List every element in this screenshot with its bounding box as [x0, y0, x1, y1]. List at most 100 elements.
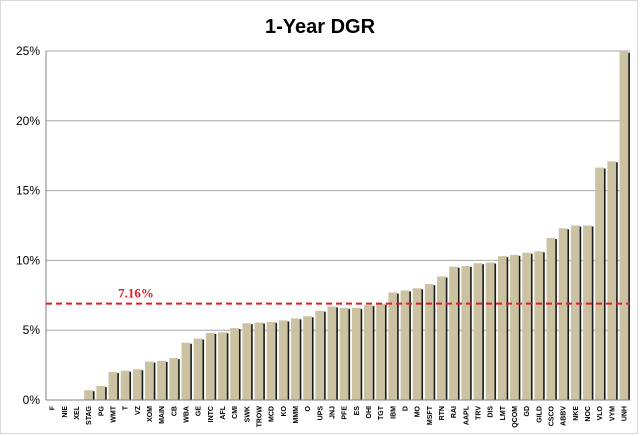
x-tick-label: CSCO: [548, 405, 555, 426]
bar: [96, 386, 107, 400]
bar: [364, 305, 375, 400]
x-tick-label: CB: [171, 406, 178, 416]
bar: [461, 265, 472, 400]
x-tick-label: PFE: [342, 406, 349, 420]
bar: [291, 318, 302, 400]
bar: [145, 361, 156, 400]
bar-fill: [339, 307, 349, 400]
bar-fill: [169, 358, 179, 400]
bar-fill: [485, 262, 495, 400]
x-tick-label: WBA: [183, 406, 190, 423]
bar-fill: [583, 225, 592, 400]
bar: [278, 320, 290, 400]
x-tick-label: TGT: [378, 405, 385, 420]
x-tick-label: VZ: [135, 405, 142, 415]
y-tick-label: 20%: [16, 114, 40, 128]
x-tick-label: INTC: [208, 406, 215, 422]
bar: [619, 51, 630, 400]
bar: [218, 332, 229, 400]
x-tick-label: MAIN: [159, 406, 166, 424]
x-tick-label: MMM: [293, 406, 300, 424]
bar-fill: [461, 265, 471, 400]
bar: [351, 307, 363, 400]
x-tick-label: XEL: [74, 405, 81, 419]
bar-fill: [145, 361, 154, 400]
bar: [437, 276, 448, 400]
bar: [266, 321, 278, 400]
x-tick-label: NIE: [62, 406, 69, 418]
bar: [303, 316, 314, 400]
x-tick-label: GE: [196, 406, 203, 416]
bar-fill: [230, 328, 239, 400]
x-tick-label: STAG: [86, 405, 93, 424]
x-tick-label: JNJ: [329, 406, 336, 419]
bars: [84, 51, 630, 400]
y-tick-label: 25%: [16, 44, 40, 58]
gridlines: [46, 50, 630, 331]
bar-fill: [218, 332, 227, 400]
x-tick-label: GILD: [536, 406, 543, 423]
bar-fill: [424, 284, 434, 400]
y-tick-label: 10%: [16, 253, 40, 267]
x-tick-label: F: [50, 405, 57, 410]
x-tick-label: IBM: [390, 406, 397, 419]
bar: [169, 358, 180, 400]
bar: [412, 288, 424, 400]
bar-fill: [108, 372, 118, 400]
bar-fill: [205, 332, 215, 400]
bar-fill: [437, 276, 446, 400]
bar-fill: [351, 307, 361, 400]
bar-fill: [327, 306, 337, 400]
x-tick-label: MO: [415, 405, 422, 417]
bar-fill: [546, 238, 556, 400]
bar-fill: [84, 390, 93, 400]
bar-fill: [388, 292, 398, 400]
bar-fill: [607, 161, 617, 400]
bar: [583, 225, 594, 400]
bar: [193, 338, 205, 400]
x-tick-label: QCOM: [512, 406, 519, 428]
bar: [510, 254, 521, 400]
x-tick-label: CMI: [232, 406, 239, 419]
bar-fill: [595, 167, 604, 400]
x-tick-label: ABBV: [561, 406, 568, 426]
x-tick-label: AAPL: [463, 405, 470, 425]
bar: [497, 256, 509, 400]
bar: [242, 323, 253, 400]
bar: [449, 266, 460, 400]
bar: [205, 332, 217, 400]
x-tick-label: MSFT: [427, 405, 434, 425]
bar: [120, 370, 132, 400]
bar-fill: [132, 369, 142, 400]
bar: [327, 306, 338, 400]
bar: [254, 322, 265, 400]
bar-fill: [376, 303, 385, 400]
x-tick-label: PG: [98, 405, 105, 416]
bar-fill: [254, 322, 264, 400]
x-tick-label: UPS: [317, 406, 324, 421]
bar: [181, 342, 192, 400]
x-tick-label: DIS: [488, 406, 495, 418]
bar: [558, 228, 570, 400]
chart-title: 1-Year DGR: [265, 16, 376, 38]
bar-fill: [364, 305, 373, 400]
x-tick-label: MCD: [269, 406, 276, 422]
bar-fill: [412, 288, 422, 400]
average-line-group: 7.16%: [46, 286, 630, 305]
y-tick-label: 5%: [23, 323, 41, 337]
bar-fill: [400, 290, 410, 400]
bar-fill: [266, 321, 276, 400]
x-tick-label: LMT: [500, 405, 507, 420]
x-tick-label: OHI: [366, 406, 373, 419]
bar: [132, 369, 144, 400]
x-tick-label: TRV: [475, 406, 482, 420]
bar: [570, 225, 582, 400]
bar-fill: [193, 338, 203, 400]
bar-fill: [497, 256, 507, 400]
x-tick-label: T: [123, 405, 130, 410]
bar: [315, 310, 326, 400]
bar: [108, 372, 119, 400]
bar: [546, 238, 557, 400]
